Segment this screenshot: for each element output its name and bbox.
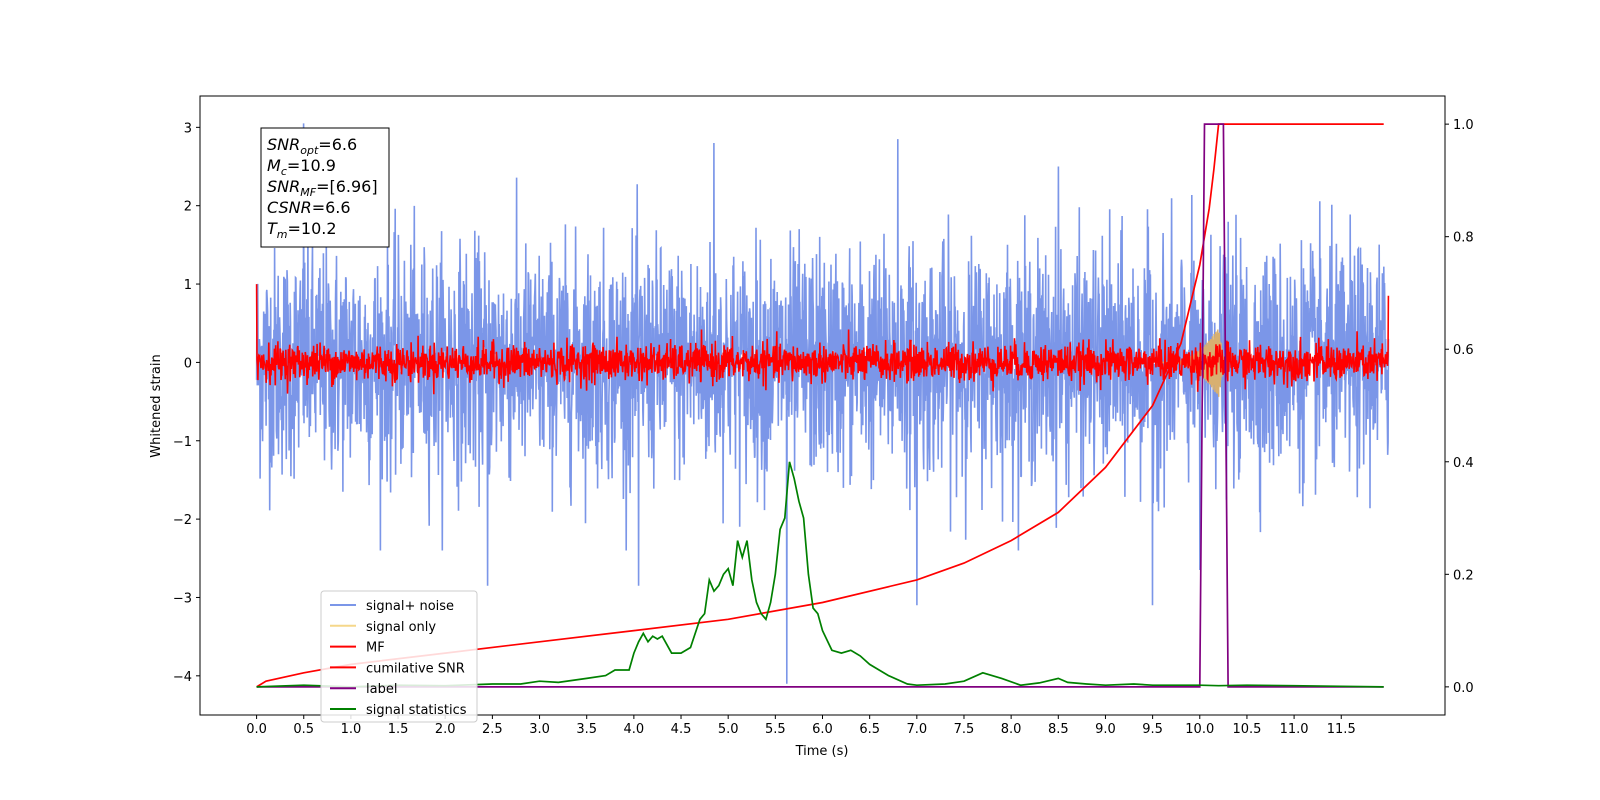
y2-tick-label: 0.4 — [1453, 456, 1474, 471]
series-signal-noise — [255, 123, 1390, 684]
x-tick-label: 9.0 — [1095, 722, 1116, 737]
x-tick-label: 11.5 — [1327, 722, 1356, 737]
x-tick-label: 8.0 — [1001, 722, 1022, 737]
annotation-subscript: c — [281, 165, 287, 178]
legend-label: signal only — [366, 620, 436, 635]
x-tick-label: 11.0 — [1280, 722, 1309, 737]
x-tick-label: 7.0 — [906, 722, 927, 737]
annotation-line: Tm=10.2 — [267, 219, 337, 241]
x-tick-label: 6.0 — [812, 722, 833, 737]
x-tick-label: 1.5 — [388, 722, 409, 737]
annotation-line: Mc=10.9 — [267, 156, 336, 178]
x-tick-label: 5.0 — [718, 722, 739, 737]
x-tick-label: 1.0 — [341, 722, 362, 737]
series-mf — [255, 284, 1390, 395]
annotation-symbol: SNR — [267, 177, 300, 196]
x-tick-label: 7.5 — [954, 722, 975, 737]
y-tick-label: 3 — [184, 121, 192, 136]
y-tick-label: −2 — [173, 513, 192, 528]
y-tick-label: −3 — [173, 591, 192, 606]
x-axis-label: Time (s) — [795, 744, 849, 759]
legend-label: signal+ noise — [366, 599, 454, 614]
x-axis-ticks: 0.0 0.5 1.0 1.5 2.0 2.5 3.0 3.5 4.0 4.5 5.0 5.5 6.0 6… — [246, 715, 1356, 737]
annotation-symbol: T — [267, 219, 278, 238]
legend-label: signal statistics — [366, 703, 467, 718]
x-tick-label: 4.0 — [624, 722, 645, 737]
legend-label: cumilative SNR — [366, 661, 465, 676]
series-label — [256, 123, 1384, 688]
legend-frame — [320, 590, 478, 723]
stats-annotation-box: SNRopt=6.6Mc=10.9SNRMF=[6.96]CSNR=6.6Tm=… — [260, 127, 390, 248]
x-tick-label: 6.5 — [859, 722, 880, 737]
annotation-value: =[6.96] — [316, 177, 378, 196]
y-axis-label: Whitened strain — [149, 354, 164, 457]
y-tick-label: 1 — [184, 278, 192, 293]
annotation-frame — [260, 127, 390, 248]
y2-tick-label: 0.0 — [1453, 681, 1474, 696]
x-tick-label: 9.5 — [1142, 722, 1163, 737]
legend: signal+ noise signal only MF cumilative SNR… — [320, 590, 478, 723]
annotation-value: =10.2 — [288, 219, 337, 238]
x-tick-label: 2.5 — [482, 722, 503, 737]
x-tick-label: 0.5 — [293, 722, 314, 737]
x-tick-label: 8.5 — [1048, 722, 1069, 737]
annotation-symbol: SNR — [267, 135, 300, 154]
annotation-symbol: CSNR — [267, 198, 312, 217]
x-tick-label: 5.5 — [765, 722, 786, 737]
x-tick-label: 3.0 — [529, 722, 550, 737]
y-axis-ticks: −4 −3 −2 −1 0 1 2 3 — [173, 121, 200, 685]
legend-label: MF — [366, 641, 385, 656]
x-tick-label: 2.0 — [435, 722, 456, 737]
annotation-line: SNRMF=[6.96] — [267, 177, 378, 199]
y-tick-label: −1 — [173, 435, 192, 450]
x-tick-label: 10.0 — [1185, 722, 1214, 737]
x-tick-label: 10.5 — [1232, 722, 1261, 737]
annotation-value: =6.6 — [318, 135, 357, 154]
annotation-line: CSNR=6.6 — [267, 198, 351, 217]
x-tick-label: 4.5 — [671, 722, 692, 737]
y2-tick-label: 1.0 — [1453, 118, 1474, 133]
series-signal-statistics — [256, 461, 1384, 688]
annotation-subscript: MF — [300, 186, 316, 199]
x-tick-label: 0.0 — [246, 722, 267, 737]
y-tick-label: −4 — [173, 670, 192, 685]
y2-axis-ticks: 0.0 0.2 0.4 0.6 0.8 1.0 — [1445, 118, 1474, 696]
y-tick-label: 2 — [184, 200, 192, 215]
annotation-line: SNRopt=6.6 — [267, 135, 357, 157]
annotation-subscript: opt — [300, 144, 319, 157]
y2-tick-label: 0.2 — [1453, 568, 1474, 583]
legend-label: label — [366, 682, 397, 697]
y-tick-label: 0 — [184, 356, 192, 371]
x-tick-label: 3.5 — [576, 722, 597, 737]
y2-tick-label: 0.6 — [1453, 343, 1474, 358]
annotation-subscript: m — [277, 228, 288, 241]
annotation-value: =6.6 — [312, 198, 351, 217]
annotation-symbol: M — [267, 156, 281, 175]
y2-tick-label: 0.8 — [1453, 231, 1474, 246]
annotation-value: =10.9 — [287, 156, 336, 175]
